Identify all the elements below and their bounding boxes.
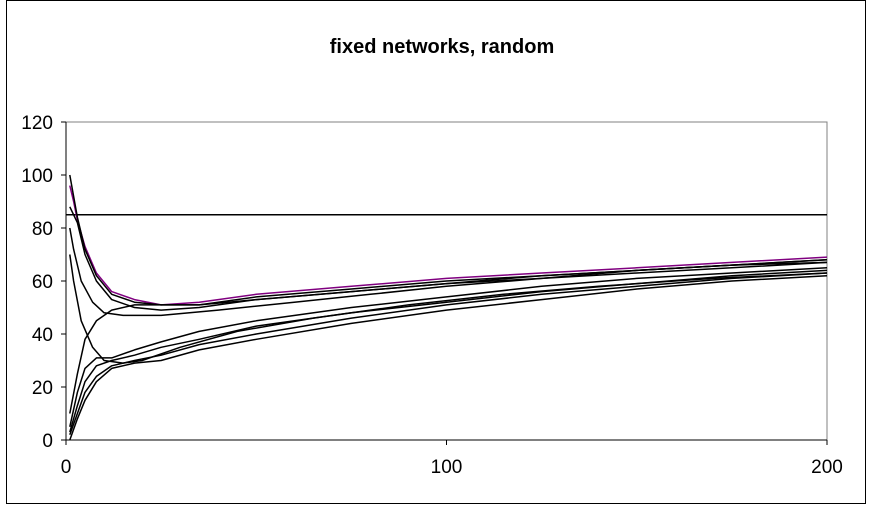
series-line-8 (69, 267, 828, 427)
y-tick-label: 0 (42, 431, 53, 452)
series-line-4 (69, 206, 828, 311)
series-line-2 (69, 185, 828, 306)
y-tick-label: 60 (32, 272, 53, 293)
chart-title: fixed networks, random (330, 36, 555, 58)
y-tick-label: 100 (21, 166, 53, 187)
y-tick-label: 40 (32, 325, 53, 346)
series-line-10 (69, 272, 828, 435)
line-chart: fixed networks, random 0 20 40 60 80 100 120 0 1… (21, 36, 843, 478)
series-line-11 (69, 274, 828, 441)
x-tick-label: 100 (431, 457, 463, 478)
series-line-7 (69, 261, 828, 414)
chart-frame: fixed networks, random 0 20 40 60 80 100 120 0 1… (6, 0, 866, 504)
series-line-9 (69, 269, 828, 433)
y-tick-label: 80 (32, 219, 53, 240)
y-tick-label: 20 (32, 378, 53, 399)
series-line-5 (69, 227, 828, 317)
x-tick-label: 200 (811, 457, 843, 478)
x-tick-label: 0 (61, 457, 72, 478)
y-tick-label: 120 (21, 113, 53, 134)
